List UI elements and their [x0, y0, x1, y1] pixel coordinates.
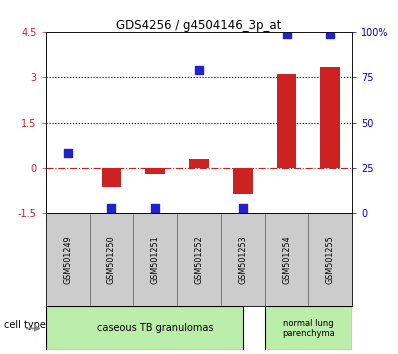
Bar: [265, 213, 308, 307]
Bar: [308, 213, 352, 307]
Point: [283, 31, 290, 36]
Text: GSM501253: GSM501253: [238, 235, 247, 284]
Point: [196, 67, 202, 73]
Bar: [320, 67, 340, 168]
Bar: [233, 168, 253, 194]
Bar: [177, 213, 221, 307]
Text: GSM501251: GSM501251: [151, 235, 160, 284]
Text: caseous TB granulomas: caseous TB granulomas: [97, 324, 213, 333]
Bar: [133, 213, 177, 307]
Bar: [189, 159, 209, 168]
Text: GSM501252: GSM501252: [195, 235, 203, 284]
Bar: [46, 213, 90, 307]
Bar: [265, 307, 352, 350]
Bar: [277, 74, 297, 168]
Bar: [101, 168, 121, 188]
Text: GSM501254: GSM501254: [282, 235, 291, 284]
Point: [64, 150, 71, 156]
Point: [240, 205, 246, 211]
Bar: [221, 213, 265, 307]
Point: [152, 205, 158, 211]
Title: GDS4256 / g4504146_3p_at: GDS4256 / g4504146_3p_at: [116, 19, 282, 32]
Bar: [90, 213, 133, 307]
Text: GSM501255: GSM501255: [326, 235, 335, 284]
Bar: [46, 307, 243, 350]
Text: GSM501250: GSM501250: [107, 235, 116, 284]
Text: GSM501249: GSM501249: [63, 235, 72, 284]
Point: [108, 205, 115, 211]
Text: cell type: cell type: [4, 320, 46, 330]
Bar: [145, 168, 165, 174]
Text: normal lung
parenchyma: normal lung parenchyma: [282, 319, 335, 338]
Point: [327, 31, 334, 36]
